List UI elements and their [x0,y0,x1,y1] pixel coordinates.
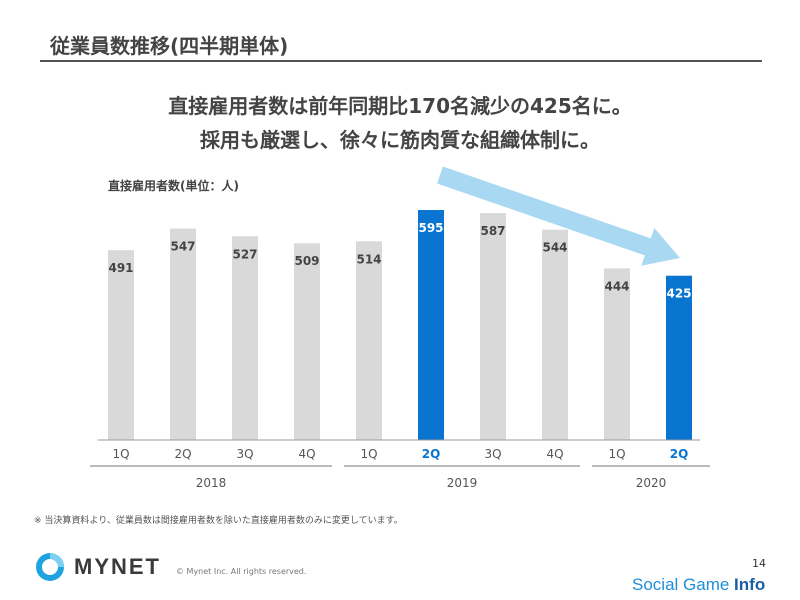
year-label: 2019 [447,476,478,490]
watermark: Social Game Info [632,575,765,595]
watermark-main: Social Game [632,575,735,594]
bar-value-label: 509 [294,254,319,268]
logo-text: MYNET [74,554,161,579]
bar-2q-1 [170,228,196,440]
footnote: ※ 当決算資料より、従業員数は間接雇用者数を除いた直接雇用者数のみに変更していま… [34,516,403,526]
bar-value-label: 544 [542,241,567,255]
quarter-tick-label: 2Q [174,447,191,461]
copyright: © Mynet Inc. All rights reserved. [176,567,307,576]
bar-4q-3 [294,243,320,440]
quarter-tick-label: 2Q [670,447,689,461]
year-label: 2018 [196,476,227,490]
quarter-tick-label: 3Q [484,447,501,461]
quarter-tick-label: 2Q [422,447,441,461]
quarter-tick-label: 3Q [236,447,253,461]
mynet-logo-icon [36,553,64,581]
headline-1: 直接雇用者数は前年同期比170名減少の425名に。 [168,94,632,118]
title-divider [40,60,762,62]
bar-value-label: 514 [356,252,381,266]
bar-3q-6 [480,213,506,440]
year-label: 2020 [636,476,667,490]
headline-2: 採用も厳選し、徐々に筋肉質な組織体制に。 [200,128,600,152]
bar-value-label: 425 [666,287,691,301]
quarter-tick-label: 4Q [298,447,315,461]
quarter-tick-label: 1Q [360,447,377,461]
watermark-bold: Info [734,575,766,594]
bar-4q-7 [542,229,568,440]
footer [0,540,800,600]
bar-1q-0 [108,250,134,440]
bar-2q-5 [418,210,444,440]
bar-value-label: 527 [232,247,257,261]
employee-bar-chart: 491 1Q 547 2Q 527 3Q 509 4Q 514 1Q 595 2Q 587 3Q 544 4Q… [90,166,710,490]
page-title: 従業員数推移(四半期単体) [50,34,289,58]
bar-value-label: 587 [480,224,505,238]
bar-1q-4 [356,241,382,440]
bar-value-label: 491 [108,261,133,275]
chart-unit-label: 直接雇用者数(単位：人) [108,179,239,193]
bar-1q-8 [604,268,630,440]
bar-value-label: 547 [170,240,195,254]
quarter-tick-label: 4Q [546,447,563,461]
trend-arrow [437,166,680,266]
quarter-tick-label: 1Q [112,447,129,461]
bar-value-label: 595 [418,221,443,235]
bar-2q-9 [666,275,692,440]
bar-value-label: 444 [604,279,629,293]
page-number: 14 [752,557,766,570]
bar-3q-2 [232,236,258,440]
quarter-tick-label: 1Q [608,447,625,461]
